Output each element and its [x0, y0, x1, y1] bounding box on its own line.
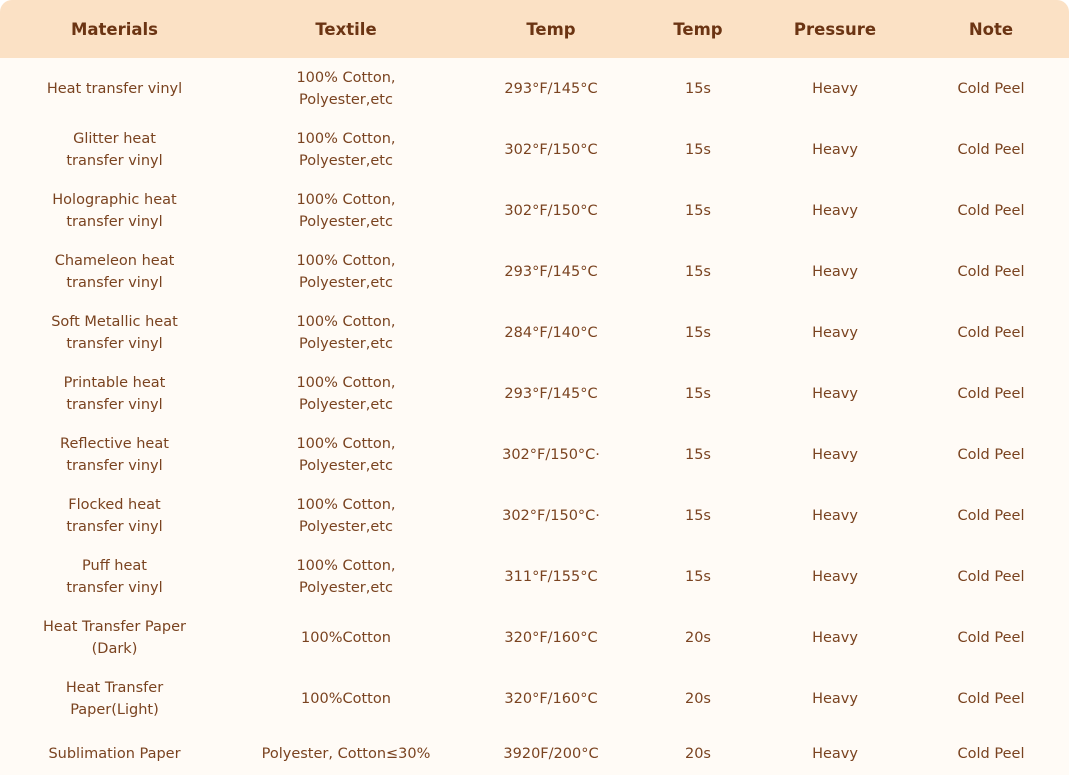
cell-pressure: Heavy — [812, 507, 858, 524]
cell-time: 15s — [684, 385, 711, 402]
cell-temp: 293°F/145°C — [504, 80, 598, 97]
cell-material: Heat Transfer Paper (Dark) — [43, 618, 186, 657]
cell-material: Soft Metallic heat transfer vinyl — [51, 313, 178, 352]
table-row: Heat Transfer Paper (Dark) 100%Cotton 320°… — [0, 607, 1069, 668]
cell-time: 15s — [684, 141, 711, 158]
column-header: Note — [913, 0, 1069, 58]
cell-material: Glitter heat transfer vinyl — [66, 130, 163, 169]
cell-material: Sublimation Paper — [48, 746, 181, 762]
cell-material: Holographic heat transfer vinyl — [52, 191, 177, 230]
cell-material: Heat transfer vinyl — [46, 80, 183, 97]
cell-pressure: Heavy — [812, 324, 858, 341]
cell-time: 20s — [684, 629, 711, 646]
cell-note: Cold Peel — [957, 507, 1025, 524]
cell-time: 15s — [684, 202, 711, 219]
cell-pressure: Heavy — [812, 80, 858, 97]
cell-temp: 302°F/150°C — [504, 141, 598, 158]
cell-note: Cold Peel — [957, 80, 1025, 97]
cell-time: 15s — [684, 324, 711, 341]
cell-textile: 100% Cotton, Polyester,etc — [296, 130, 396, 169]
table-row: Glitter heat transfer vinyl 100% Cotton, … — [0, 119, 1069, 180]
cell-textile: 100% Cotton, Polyester,etc — [296, 496, 396, 535]
table-row: Holographic heat transfer vinyl 100% Cott… — [0, 180, 1069, 241]
cell-pressure: Heavy — [812, 629, 858, 646]
column-header: Temp — [463, 0, 639, 58]
cell-textile: 100% Cotton, Polyester,etc — [296, 191, 396, 230]
cell-textile: Polyester, Cotton≤30% — [261, 746, 431, 762]
cell-pressure: Heavy — [812, 446, 858, 463]
table-row: Flocked heat transfer vinyl 100% Cotton, … — [0, 485, 1069, 546]
cell-textile: 100% Cotton, Polyester,etc — [296, 557, 396, 596]
cell-temp: 320°F/160°C — [504, 690, 598, 707]
cell-textile: 100%Cotton — [301, 690, 391, 707]
cell-textile: 100% Cotton, Polyester,etc — [296, 69, 396, 108]
table-row: Chameleon heat transfer vinyl 100% Cotton… — [0, 241, 1069, 302]
cell-time: 15s — [684, 446, 711, 463]
cell-material: Heat Transfer Paper(Light) — [65, 679, 164, 718]
table-row: Heat transfer vinyl 100% Cotton, Polyeste… — [0, 58, 1069, 119]
cell-note: Cold Peel — [957, 746, 1025, 762]
cell-temp: 3920F/200°C — [503, 746, 599, 762]
cell-note: Cold Peel — [957, 324, 1025, 341]
column-header: Materials — [0, 0, 229, 58]
cell-material: Reflective heat transfer vinyl — [60, 435, 169, 474]
table-row: Printable heat transfer vinyl 100% Cotton… — [0, 363, 1069, 424]
cell-textile: 100% Cotton, Polyester,etc — [296, 374, 396, 413]
cell-pressure: Heavy — [812, 568, 858, 585]
table-row: Sublimation Paper Polyester, Cotton≤30% 39… — [0, 729, 1069, 775]
cell-temp: 320°F/160°C — [504, 629, 598, 646]
cell-note: Cold Peel — [957, 263, 1025, 280]
cell-material: Printable heat transfer vinyl — [63, 374, 166, 413]
column-header: Temp — [639, 0, 757, 58]
cell-temp: 302°F/150°C· — [502, 446, 600, 463]
cell-material: Flocked heat transfer vinyl — [66, 496, 163, 535]
cell-pressure: Heavy — [812, 385, 858, 402]
cell-time: 15s — [684, 80, 711, 97]
cell-temp: 293°F/145°C — [504, 263, 598, 280]
cell-pressure: Heavy — [812, 202, 858, 219]
cell-temp: 302°F/150°C· — [502, 507, 600, 524]
cell-time: 20s — [684, 690, 711, 707]
cell-textile: 100% Cotton, Polyester,etc — [296, 435, 396, 474]
cell-time: 15s — [684, 507, 711, 524]
cell-pressure: Heavy — [812, 690, 858, 707]
cell-note: Cold Peel — [957, 385, 1025, 402]
cell-material: Chameleon heat transfer vinyl — [54, 252, 175, 291]
cell-note: Cold Peel — [957, 446, 1025, 463]
cell-temp: 293°F/145°C — [504, 385, 598, 402]
table-row: Puff heat transfer vinyl 100% Cotton, Pol… — [0, 546, 1069, 607]
table-row: Reflective heat transfer vinyl 100% Cotto… — [0, 424, 1069, 485]
cell-pressure: Heavy — [812, 746, 858, 762]
cell-time: 20s — [684, 746, 711, 762]
cell-textile: 100% Cotton, Polyester,etc — [296, 252, 396, 291]
cell-time: 15s — [684, 568, 711, 585]
header-row: Materials Textile Temp Temp Pressure Note — [0, 0, 1069, 58]
cell-note: Cold Peel — [957, 141, 1025, 158]
cell-temp: 302°F/150°C — [504, 202, 598, 219]
cell-pressure: Heavy — [812, 263, 858, 280]
column-header: Textile — [229, 0, 463, 58]
cell-note: Cold Peel — [957, 690, 1025, 707]
cell-temp: 311°F/155°C — [504, 568, 598, 585]
table-row: Heat Transfer Paper(Light) 100%Cotton 320°… — [0, 668, 1069, 729]
cell-note: Cold Peel — [957, 202, 1025, 219]
cell-textile: 100% Cotton, Polyester,etc — [296, 313, 396, 352]
column-header: Pressure — [757, 0, 913, 58]
cell-time: 15s — [684, 263, 711, 280]
cell-temp: 284°F/140°C — [504, 324, 598, 341]
cell-pressure: Heavy — [812, 141, 858, 158]
cell-material: Puff heat transfer vinyl — [66, 557, 163, 596]
cell-note: Cold Peel — [957, 629, 1025, 646]
cell-textile: 100%Cotton — [301, 629, 391, 646]
cell-note: Cold Peel — [957, 568, 1025, 585]
table-row: Soft Metallic heat transfer vinyl 100% Co… — [0, 302, 1069, 363]
